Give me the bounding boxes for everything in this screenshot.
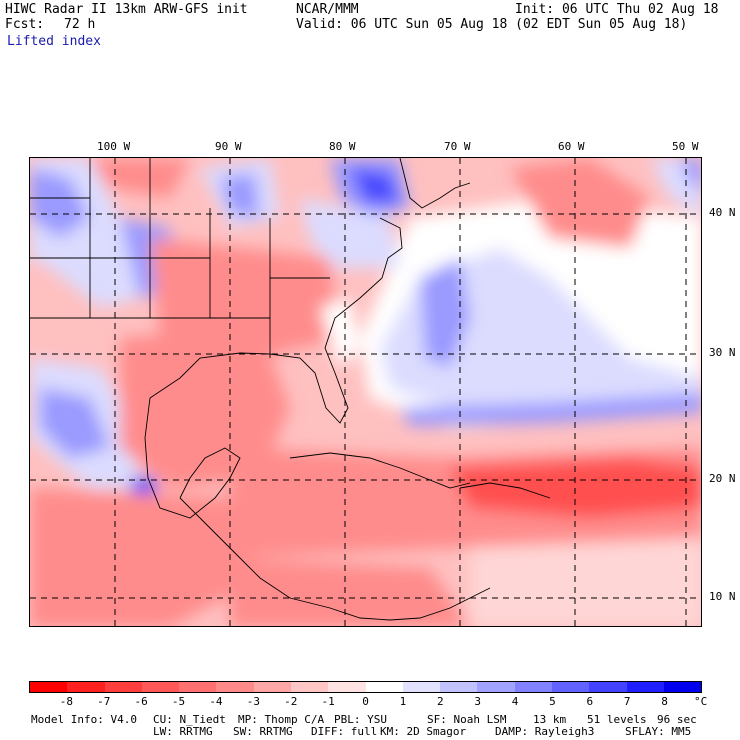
valid-time: Valid: 06 UTC Sun 05 Aug 18 (02 EDT Sun … xyxy=(296,18,687,32)
lat-label: 40 N xyxy=(709,207,736,219)
legend-tick-label: 8 xyxy=(657,696,673,708)
legend-swatch xyxy=(664,682,701,692)
legend-swatch xyxy=(515,682,552,692)
surface-layer-scheme: SFLAY: MM5 xyxy=(625,726,691,738)
shading-region xyxy=(150,238,340,358)
lon-label: 90 W xyxy=(215,141,242,153)
legend-swatch xyxy=(328,682,365,692)
legend-swatch xyxy=(366,682,403,692)
legend-unit: °C xyxy=(694,696,707,708)
legend-swatch xyxy=(67,682,104,692)
legend-tick-label: 0 xyxy=(358,696,374,708)
model-info: Model Info: V4.0 xyxy=(31,714,137,726)
legend-tick-label: -5 xyxy=(171,696,187,708)
legend-tick-label: -8 xyxy=(58,696,74,708)
legend-swatch xyxy=(589,682,626,692)
legend-tick-label: 3 xyxy=(470,696,486,708)
legend-tick-label: 5 xyxy=(544,696,560,708)
damping-option: DAMP: Rayleigh3 xyxy=(495,726,594,738)
init-time: Init: 06 UTC Thu 02 Aug 18 xyxy=(515,3,719,17)
lon-label: 60 W xyxy=(558,141,585,153)
legend-swatch xyxy=(216,682,253,692)
legend-swatch xyxy=(291,682,328,692)
lat-label: 30 N xyxy=(709,347,736,359)
legend-swatch xyxy=(403,682,440,692)
institution-label: NCAR/MMM xyxy=(296,3,359,17)
lon-label: 80 W xyxy=(329,141,356,153)
forecast-label: Fcst: xyxy=(5,18,44,32)
legend-tick-label: 6 xyxy=(582,696,598,708)
legend-swatch xyxy=(552,682,589,692)
legend-swatch xyxy=(30,682,67,692)
model-title: HIWC Radar II 13km ARW-GFS init xyxy=(5,3,248,17)
field-name: Lifted index xyxy=(7,35,101,49)
legend-tick-label: -4 xyxy=(208,696,224,708)
legend-swatch xyxy=(477,682,514,692)
forecast-hour: 72 h xyxy=(64,18,95,32)
legend-swatch xyxy=(254,682,291,692)
legend-swatch xyxy=(627,682,664,692)
legend-swatch xyxy=(179,682,216,692)
legend-tick-label: -1 xyxy=(320,696,336,708)
shading-region xyxy=(450,458,702,518)
legend-swatch xyxy=(440,682,477,692)
color-legend xyxy=(29,681,702,693)
lon-label: 100 W xyxy=(97,141,130,153)
legend-tick-label: -6 xyxy=(133,696,149,708)
lon-label: 70 W xyxy=(444,141,471,153)
lon-label: 50 W xyxy=(672,141,699,153)
legend-swatch xyxy=(105,682,142,692)
shortwave-scheme: SW: RRTMG xyxy=(233,726,293,738)
map-panel xyxy=(29,157,702,627)
km-option: KM: 2D Smagor xyxy=(380,726,466,738)
shading-region xyxy=(470,538,702,627)
legend-tick-label: -7 xyxy=(96,696,112,708)
legend-tick-label: 2 xyxy=(432,696,448,708)
legend-tick-label: -3 xyxy=(245,696,261,708)
legend-tick-label: 4 xyxy=(507,696,523,708)
legend-tick-label: 1 xyxy=(395,696,411,708)
lifted-index-map xyxy=(30,158,702,627)
longwave-scheme: LW: RRTMG xyxy=(153,726,213,738)
legend-tick-label: 7 xyxy=(619,696,635,708)
diffusion-option: DIFF: full xyxy=(311,726,377,738)
lat-label: 10 N xyxy=(709,591,736,603)
lat-label: 20 N xyxy=(709,473,736,485)
legend-swatch xyxy=(142,682,179,692)
legend-tick-label: -2 xyxy=(283,696,299,708)
